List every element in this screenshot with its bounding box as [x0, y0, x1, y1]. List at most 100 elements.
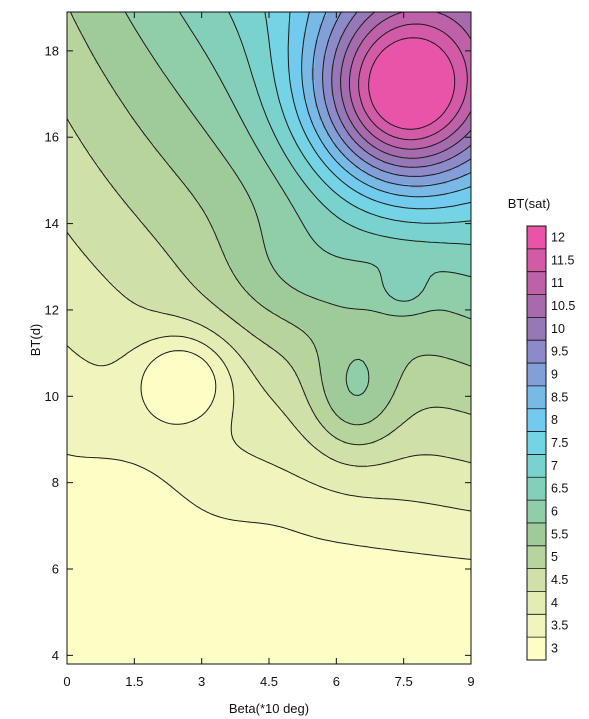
contour-cell [267, 76, 272, 81]
contour-cell [303, 88, 308, 93]
contour-cell [335, 84, 340, 89]
contour-cell [227, 28, 232, 33]
contour-cell [447, 120, 452, 125]
contour-cell [415, 20, 420, 25]
contour-cell [211, 68, 216, 73]
contour-cell [423, 60, 428, 65]
contour-cell [235, 168, 240, 173]
contour-cell [255, 188, 260, 193]
contour-cell [355, 156, 360, 161]
contour-cell [119, 108, 124, 113]
contour-cell [151, 164, 156, 169]
contour-cell [459, 144, 464, 149]
contour-cell [191, 120, 196, 125]
contour-cell [347, 192, 352, 197]
contour-cell [183, 148, 188, 153]
contour-cell [303, 196, 308, 201]
contour-cell [295, 140, 300, 145]
contour-cell [415, 136, 420, 141]
contour-cell [235, 96, 240, 101]
contour-cell [323, 104, 328, 109]
contour-cell [207, 140, 212, 145]
contour-cell [467, 20, 471, 25]
contour-cell [291, 80, 296, 85]
contour-cell [355, 88, 360, 93]
contour-cell [467, 136, 471, 141]
contour-cell [379, 68, 384, 73]
contour-cell [395, 24, 400, 29]
contour-cell [151, 156, 156, 161]
contour-cell [79, 108, 84, 113]
contour-cell [215, 204, 220, 209]
contour-cell [211, 136, 216, 141]
contour-cell [259, 72, 264, 77]
contour-cell [255, 184, 260, 189]
contour-cell [355, 36, 360, 41]
contour-cell [223, 84, 228, 89]
contour-cell [87, 16, 92, 21]
contour-cell [87, 164, 92, 169]
contour-cell [79, 76, 84, 81]
contour-cell [415, 172, 420, 177]
contour-cell [179, 196, 184, 201]
contour-cell [103, 20, 108, 25]
contour-cell [95, 48, 100, 53]
contour-cell [179, 80, 184, 85]
contour-cell [323, 188, 328, 193]
contour-cell [159, 180, 164, 185]
contour-cell [403, 12, 408, 17]
contour-cell [427, 168, 432, 173]
contour-cell [459, 116, 464, 121]
contour-cell [447, 32, 452, 37]
contour-cell [287, 100, 292, 105]
contour-cell [215, 192, 220, 197]
contour-cell [443, 160, 448, 165]
contour-cell [431, 168, 436, 173]
contour-cell [291, 84, 296, 89]
contour-cell [291, 120, 296, 125]
contour-cell [419, 52, 424, 57]
contour-cell [223, 120, 228, 125]
contour-cell [279, 148, 284, 153]
contour-cell [283, 140, 288, 145]
contour-cell [295, 32, 300, 37]
contour-cell [223, 40, 228, 45]
contour-cell [427, 160, 432, 165]
contour-cell [459, 152, 464, 157]
contour-cell [79, 24, 84, 29]
contour-cell [335, 36, 340, 41]
contour-cell [187, 172, 192, 177]
contour-cell [163, 148, 168, 153]
contour-cell [279, 108, 284, 113]
contour-cell [103, 92, 108, 97]
contour-cell [287, 56, 292, 61]
contour-cell [439, 32, 444, 37]
contour-cell [147, 200, 152, 205]
contour-cell [259, 108, 264, 113]
contour-cell [187, 124, 192, 129]
contour-cell [443, 164, 448, 169]
contour-cell [167, 180, 172, 185]
contour-cell [287, 96, 292, 101]
contour-cell [103, 172, 108, 177]
contour-cell [351, 20, 356, 25]
contour-cell [179, 192, 184, 197]
contour-cell [387, 52, 392, 57]
contour-cell [423, 40, 428, 45]
contour-cell [247, 124, 252, 129]
contour-cell [307, 20, 312, 25]
contour-cell [219, 84, 224, 89]
contour-cell [123, 144, 128, 149]
contour-cell [211, 104, 216, 109]
contour-cell [427, 148, 432, 153]
contour-cell [83, 52, 88, 57]
contour-cell [79, 92, 84, 97]
contour-cell [207, 28, 212, 33]
contour-cell [419, 180, 424, 185]
contour-cell [359, 92, 364, 97]
contour-cell [463, 140, 468, 145]
contour-cell [255, 36, 260, 41]
contour-cell [203, 160, 208, 165]
contour-cell [383, 112, 388, 117]
contour-cell [315, 136, 320, 141]
